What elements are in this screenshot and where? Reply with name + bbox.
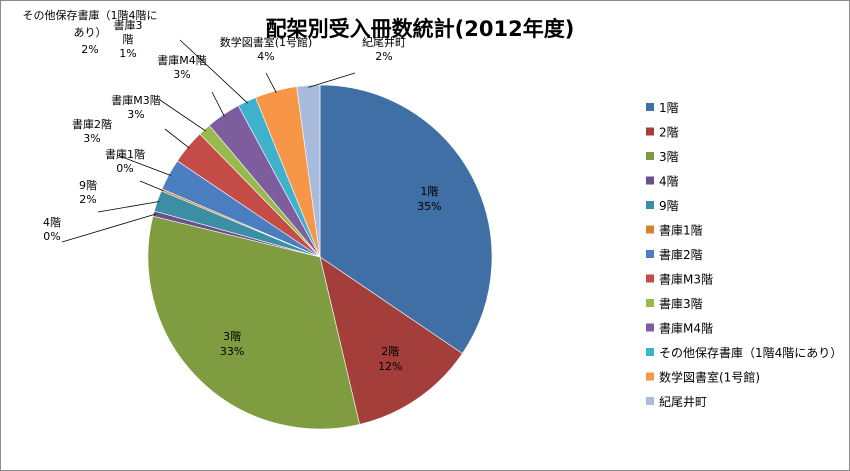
legend-swatch-6 (646, 225, 654, 234)
legend-label-5: 9階 (659, 198, 679, 213)
data-label-11: その他保存書庫（1階4階にあり） 2% (23, 8, 158, 56)
legend-label-7: 書庫2階 (659, 247, 703, 262)
leader-line-7 (116, 154, 171, 176)
legend-label-10: 書庫M4階 (659, 321, 713, 336)
legend-swatch-8 (646, 274, 654, 283)
legend-label-6: 書庫1階 (659, 223, 703, 238)
data-labels: 1階 35% 2階 12% 3階 33% 4階 0% 9階 2% 書庫1階 0%書庫2階 3%書庫M3階… (23, 8, 442, 373)
legend-label-9: 書庫3階 (659, 296, 703, 311)
slice-13 (296, 84, 321, 258)
leader-line-11 (179, 39, 248, 104)
legend-swatch-7 (646, 250, 654, 258)
data-label-8: 書庫M3階 3% (111, 93, 161, 121)
data-label-6: 書庫1階 0% (105, 147, 145, 175)
leader-line-4 (61, 213, 156, 243)
legend-label-8: 書庫M3階 (659, 272, 713, 287)
data-label-2: 2階 12% (378, 344, 402, 373)
data-label-3: 3階 33% (220, 329, 244, 358)
slice-1 (319, 84, 493, 354)
leader-lines (61, 39, 356, 243)
legend-label-13: 紀尾井町 (659, 395, 707, 409)
leader-line-5 (97, 201, 160, 213)
leader-line-12 (265, 72, 277, 93)
data-label-13: 紀尾井町 2% (362, 35, 406, 63)
slice-2 (319, 256, 463, 425)
leader-line-6 (139, 180, 164, 192)
leader-line-10 (211, 91, 225, 117)
chart-title: 配架別受入冊数統計(2012年度) (266, 17, 575, 41)
legend-label-1: 1階 (659, 100, 679, 115)
pie-slices (147, 84, 493, 430)
leader-line-9 (159, 99, 207, 132)
legend-label-12: 数学図書室(1号館) (659, 370, 760, 385)
data-label-12: 数学図書室(1号館) 4% (220, 35, 313, 63)
legend-swatch-11 (646, 348, 654, 356)
legend-swatch-5 (646, 201, 654, 209)
data-label-1: 1階 35% (417, 184, 441, 213)
leader-line-8 (164, 128, 190, 149)
legend-swatch-1 (646, 103, 654, 111)
legend-label-4: 4階 (659, 174, 679, 189)
legend-swatch-2 (646, 127, 654, 136)
data-label-7: 書庫2階 3% (72, 117, 112, 145)
legend-swatch-13 (646, 397, 654, 405)
legend-label-3: 3階 (659, 149, 679, 164)
legend-label-2: 2階 (659, 125, 679, 140)
slice-3 (147, 215, 360, 430)
data-label-5: 9階 2% (79, 178, 97, 206)
data-label-4: 4階 0% (43, 215, 61, 243)
legend: 1階 2階 3階 4階 9階書庫1階書庫2階書庫M3階書庫3階書庫M4階その他保存書庫（… (646, 100, 842, 409)
legend-swatch-9 (646, 299, 654, 307)
data-label-9: 書庫3 階 1% (114, 18, 143, 60)
legend-swatch-12 (646, 372, 654, 381)
legend-swatch-3 (646, 152, 654, 160)
data-label-10: 書庫M4階 3% (157, 53, 207, 81)
leader-line-13 (308, 72, 356, 88)
legend-label-11: その他保存書庫（1階4階にあり） (659, 345, 842, 360)
legend-swatch-10 (646, 323, 654, 332)
legend-swatch-4 (646, 176, 654, 185)
